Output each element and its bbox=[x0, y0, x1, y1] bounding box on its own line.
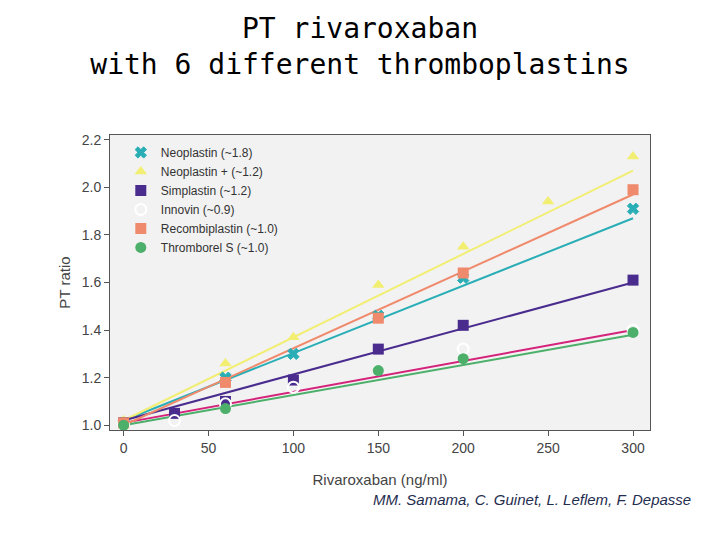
svg-text:PT rivaroxabanwith 6 different: PT rivaroxabanwith 6 different thrombopl… bbox=[90, 12, 629, 81]
svg-text:150: 150 bbox=[367, 440, 391, 456]
svg-text:200: 200 bbox=[452, 440, 476, 456]
svg-text:Thromborel S (~1.0): Thromborel S (~1.0) bbox=[161, 241, 269, 255]
svg-text:1.6: 1.6 bbox=[82, 274, 102, 290]
svg-text:Rivaroxaban (ng/ml): Rivaroxaban (ng/ml) bbox=[312, 471, 447, 488]
svg-text:1.2: 1.2 bbox=[82, 370, 102, 386]
svg-text:1.4: 1.4 bbox=[82, 322, 102, 338]
svg-text:250: 250 bbox=[536, 440, 560, 456]
svg-text:PT ratio: PT ratio bbox=[56, 256, 73, 308]
svg-text:1.0: 1.0 bbox=[82, 417, 102, 433]
svg-text:Simplastin (~1.2): Simplastin (~1.2) bbox=[161, 184, 251, 198]
svg-text:1.8: 1.8 bbox=[82, 227, 102, 243]
svg-text:Neoplastin + (~1.2): Neoplastin + (~1.2) bbox=[161, 165, 263, 179]
svg-text:300: 300 bbox=[621, 440, 645, 456]
svg-text:Recombiplastin (~1.0): Recombiplastin (~1.0) bbox=[161, 222, 278, 236]
svg-text:2.2: 2.2 bbox=[82, 132, 102, 148]
svg-text:2.0: 2.0 bbox=[82, 179, 102, 195]
svg-text:0: 0 bbox=[120, 440, 128, 456]
svg-text:100: 100 bbox=[282, 440, 306, 456]
svg-text:50: 50 bbox=[201, 440, 217, 456]
svg-text:Innovin (~0.9): Innovin (~0.9) bbox=[161, 203, 235, 217]
svg-text:Neoplastin (~1.8): Neoplastin (~1.8) bbox=[161, 146, 253, 160]
svg-text:MM. Samama, C. Guinet, L. Lefl: MM. Samama, C. Guinet, L. Leflem, F. Dep… bbox=[373, 491, 691, 508]
